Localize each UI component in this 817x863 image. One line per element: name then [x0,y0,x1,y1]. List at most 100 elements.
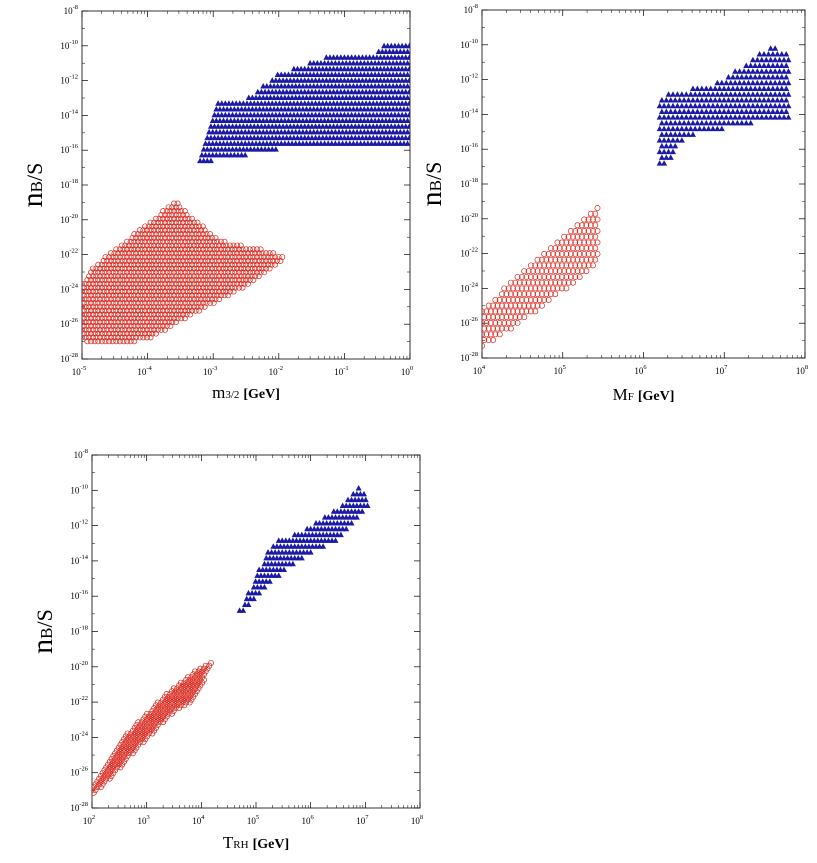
data-point-circle [181,208,188,215]
data-point-circle [125,334,132,341]
data-point-circle [492,308,499,315]
data-point-circle [143,326,150,333]
data-point-circle [221,246,228,253]
data-point-circle [122,242,129,249]
data-point-circle [131,307,138,314]
data-point-triangle [765,85,772,91]
data-point-circle [124,300,131,306]
data-point-circle [136,227,143,234]
data-point-circle [147,234,154,241]
data-point-circle [487,331,494,338]
data-point-triangle [348,519,355,526]
data-point-circle [113,307,120,314]
data-point-triangle [723,79,730,86]
data-point-triangle [772,114,779,120]
data-point-circle [97,280,103,287]
data-point-circle [97,296,103,303]
data-point-circle [178,231,185,238]
data-point-circle [138,231,145,238]
x-tick-label: 105 [247,814,259,826]
data-point-circle [190,265,197,272]
data-point-circle [567,250,574,257]
data-point-triangle [749,91,756,97]
data-point-circle [232,246,239,253]
data-point-circle [93,280,100,287]
data-point-circle [270,250,277,257]
data-point-circle [523,273,530,280]
data-point-circle [494,314,501,321]
data-point-circle [230,242,237,249]
data-point-circle [106,292,113,299]
data-point-circle [153,307,159,314]
data-point-circle [594,216,601,223]
data-point-circle [534,302,541,309]
data-point-circle [234,273,241,280]
data-point-circle [170,685,177,692]
data-point-triangle [747,62,754,69]
data-point-triangle [781,91,788,97]
y-tick-label: 10-12 [460,73,478,85]
data-point-circle [151,265,158,272]
data-point-circle [583,233,590,240]
data-point-circle [172,242,179,249]
data-point-circle [149,261,156,268]
data-point-circle [140,273,147,280]
data-point-circle [254,246,260,253]
data-point-circle [235,246,242,253]
data-point-circle [86,326,93,333]
data-point-circle [107,288,114,295]
data-point-circle [181,269,188,276]
data-point-triangle [669,114,676,120]
x-tick-label: 108 [411,814,423,826]
data-point-triangle [656,102,663,109]
data-point-circle [261,269,268,276]
data-point-circle [142,307,149,314]
data-point-circle [172,311,179,318]
data-point-circle [106,269,113,276]
data-point-circle [561,279,568,286]
data-point-circle [241,257,248,264]
data-point-circle [131,277,138,283]
data-point-triangle [665,137,672,143]
data-point-circle [210,254,217,260]
data-point-circle [545,250,552,257]
data-point-circle [147,334,154,341]
data-point-circle [93,265,100,272]
data-point-circle [483,331,490,338]
data-point-circle [125,280,132,287]
data-point-circle [552,291,559,298]
data-point-triangle [692,114,699,120]
data-point-circle [234,242,241,249]
data-point-circle [572,273,579,280]
data-point-circle [212,242,219,249]
data-point-circle [268,254,275,260]
data-point-circle [143,334,150,341]
data-point-circle [530,268,537,275]
data-point-circle [102,269,109,276]
data-point-circle [547,279,554,286]
data-point-triangle [672,96,679,103]
data-point-circle [131,246,138,253]
data-point-circle [174,284,181,291]
data-point-circle [592,256,599,263]
y-tick-label: 10-24 [460,281,478,293]
data-point-circle [127,254,134,260]
data-point-circle [118,303,125,310]
data-point-circle [199,231,206,238]
data-point-circle [180,211,186,218]
data-point-triangle [729,73,736,80]
data-point-circle [532,262,539,269]
data-point-circle [111,257,118,264]
data-point-circle [104,265,111,272]
data-point-circle [100,296,107,303]
data-point-triangle [674,125,681,132]
data-point-triangle [752,108,759,114]
data-point-circle [82,284,87,291]
y-tick-label: 10-16 [70,589,88,601]
data-point-circle [109,330,116,337]
data-point-circle [519,273,525,280]
data-point-triangle [707,119,714,126]
data-point-circle [194,234,201,241]
data-point-circle [165,265,172,272]
data-point-triangle [765,108,772,114]
